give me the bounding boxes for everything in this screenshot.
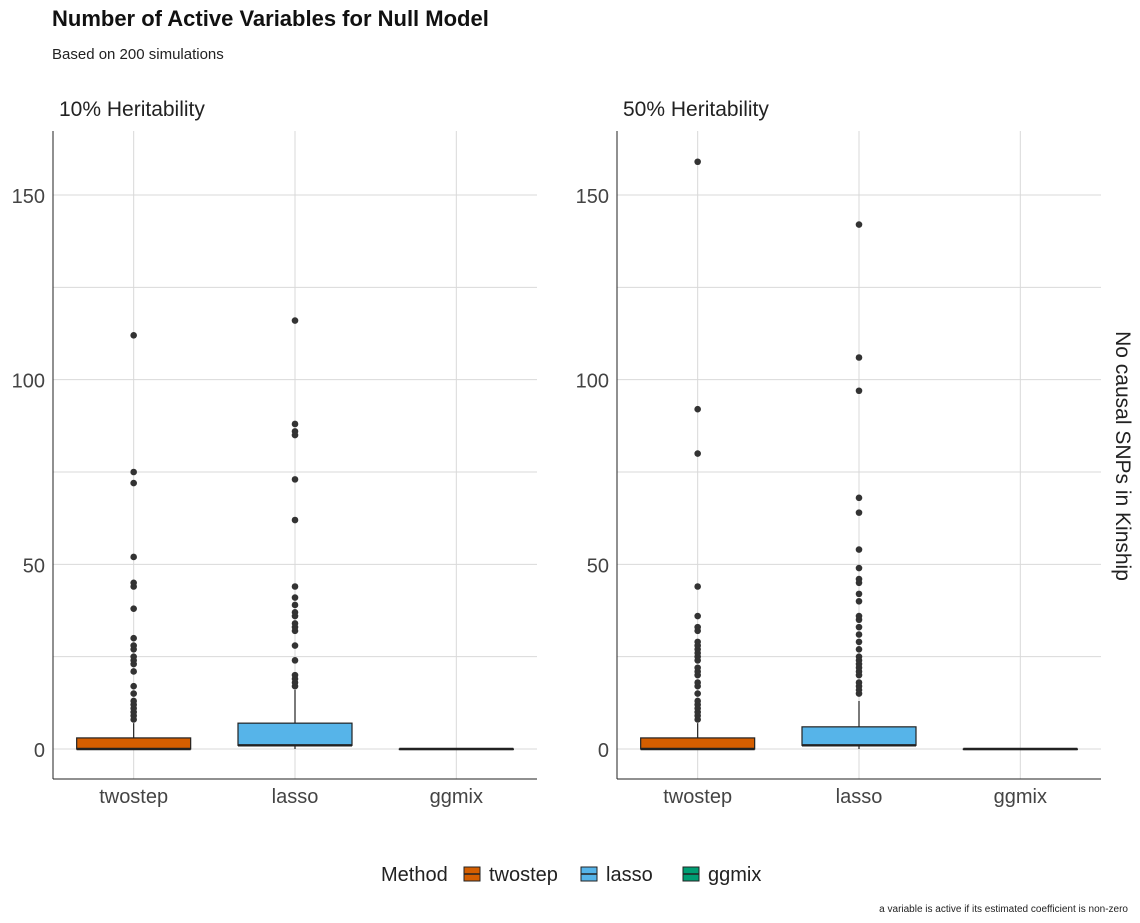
outlier-point [291, 317, 299, 324]
y-tick-label: 0 [598, 740, 609, 762]
outlier-point [694, 690, 701, 697]
outlier-point [855, 546, 863, 553]
outlier-point [855, 387, 863, 395]
panel-title: 10% Heritability [59, 98, 205, 121]
outlier-point [855, 612, 863, 620]
outlier-point [130, 682, 137, 690]
outlier-point [130, 579, 137, 587]
outlier-point [855, 354, 863, 361]
outlier-point [694, 405, 701, 413]
outlier-point [291, 620, 299, 627]
x-tick-label: twostep [663, 786, 732, 808]
outlier-point [855, 623, 863, 631]
outlier-point [855, 631, 863, 638]
outlier-point [694, 158, 701, 166]
outlier-point [694, 583, 701, 590]
outlier-point [130, 553, 137, 561]
facet-strip-label: No causal SNPs in Kinship [1111, 331, 1134, 581]
outlier-point [291, 516, 299, 524]
x-tick-label: ggmix [994, 786, 1047, 808]
outlier-point [855, 494, 863, 502]
y-tick-label: 150 [12, 186, 45, 208]
legend-label: lasso [606, 864, 653, 886]
outlier-point [130, 634, 137, 642]
y-tick-label: 50 [23, 555, 45, 577]
outlier-point [694, 664, 701, 672]
outlier-point [855, 590, 863, 598]
box-iqr-lasso [237, 722, 353, 746]
outlier-point [291, 601, 299, 609]
chart-subtitle: Based on 200 simulations [52, 46, 224, 63]
outlier-point [130, 479, 137, 487]
outlier-point [291, 420, 299, 428]
y-tick-label: 150 [576, 186, 609, 208]
outlier-point [130, 605, 137, 612]
outlier-point [291, 609, 299, 616]
outlier-point [855, 509, 863, 516]
outlier-point [130, 332, 137, 339]
outlier-point [291, 671, 299, 679]
outlier-point [694, 697, 701, 705]
outlier-point [291, 657, 299, 664]
y-tick-label: 100 [12, 371, 45, 393]
outlier-point [694, 450, 701, 457]
outlier-point [855, 645, 863, 653]
outlier-point [855, 653, 863, 660]
outlier-point [855, 679, 863, 686]
x-tick-label: twostep [99, 786, 168, 808]
x-tick-label: ggmix [430, 786, 483, 808]
outlier-point [855, 564, 863, 572]
outlier-point [694, 638, 701, 646]
outlier-point [291, 642, 299, 649]
outlier-point [291, 583, 299, 590]
box-iqr-lasso [801, 726, 917, 746]
outlier-point [855, 597, 863, 605]
outlier-point [130, 653, 137, 660]
outlier-point [694, 679, 701, 686]
chart-caption: a variable is active if its estimated co… [879, 904, 1128, 915]
outlier-point [855, 221, 863, 228]
panel-title: 50% Heritability [623, 98, 769, 121]
outlier-point [694, 623, 701, 631]
box-iqr-twostep [640, 737, 756, 750]
legend-label: twostep [489, 864, 558, 886]
x-tick-label: lasso [272, 786, 319, 808]
outlier-point [291, 476, 299, 483]
outlier-point [855, 638, 863, 646]
y-tick-label: 50 [587, 555, 609, 577]
legend-label: ggmix [708, 864, 761, 886]
outlier-point [694, 612, 701, 620]
chart-title: Number of Active Variables for Null Mode… [52, 6, 489, 31]
outlier-point [130, 668, 137, 675]
y-tick-label: 100 [576, 371, 609, 393]
outlier-point [130, 697, 137, 705]
box-iqr-twostep [76, 737, 192, 750]
outlier-point [130, 468, 137, 476]
legend-title: Method [381, 864, 448, 886]
outlier-point [855, 575, 863, 583]
outlier-point [130, 690, 137, 697]
x-tick-label: lasso [836, 786, 883, 808]
y-tick-label: 0 [34, 740, 45, 762]
outlier-point [291, 594, 299, 601]
outlier-point [291, 428, 299, 435]
outlier-point [130, 642, 137, 649]
